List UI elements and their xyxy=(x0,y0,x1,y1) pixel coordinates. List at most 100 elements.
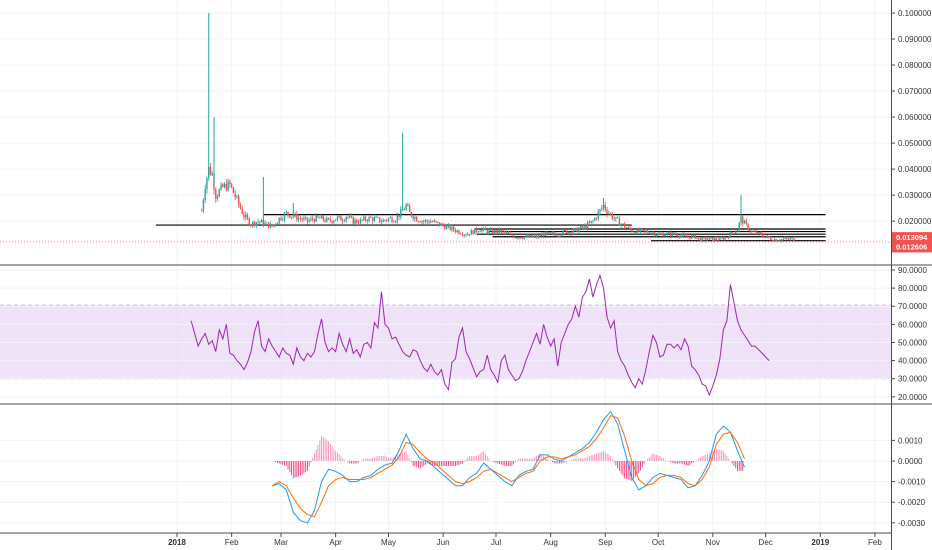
candle-body xyxy=(708,237,710,240)
candle-body xyxy=(602,205,605,209)
candle-body xyxy=(460,233,462,235)
candle-body xyxy=(285,211,287,213)
candle-body xyxy=(578,228,580,232)
macd-line xyxy=(272,410,745,524)
candle-body xyxy=(571,232,573,235)
candle-body xyxy=(752,230,755,232)
candle-body xyxy=(766,236,769,237)
candle-body xyxy=(671,232,673,237)
candle-body xyxy=(239,204,242,209)
macd-pane[interactable] xyxy=(0,410,891,524)
candle-body xyxy=(267,222,270,228)
y-tick-label: -0.0010 xyxy=(898,478,926,487)
rsi-line xyxy=(190,273,770,397)
candle-body xyxy=(498,229,501,233)
candle-body xyxy=(477,231,480,233)
price-pane[interactable] xyxy=(0,12,891,243)
candle-body xyxy=(712,237,714,241)
candle-body xyxy=(675,234,677,236)
candle-body xyxy=(731,232,733,234)
candle-body xyxy=(208,167,210,178)
candle-body xyxy=(463,234,465,236)
candle-body xyxy=(202,200,205,211)
candle-body xyxy=(378,217,381,223)
candle-body xyxy=(594,218,596,221)
candle-body xyxy=(583,225,585,228)
candle-body xyxy=(426,220,428,222)
y-tick-label: 0.090000 xyxy=(898,35,932,44)
candle-body xyxy=(296,213,298,220)
candle-body xyxy=(502,230,504,232)
candle-body xyxy=(601,208,603,210)
candle-body xyxy=(636,229,638,234)
candle-body xyxy=(609,213,612,215)
candle-body xyxy=(597,211,599,219)
macd-axis[interactable]: 0.0010 0.0000 -0.0010 -0.0020 -0.0030 xyxy=(891,436,926,528)
rsi-pane[interactable] xyxy=(0,269,891,398)
candle-body xyxy=(696,238,698,239)
candle-body xyxy=(269,223,272,228)
candle-body xyxy=(211,173,213,175)
candle-body xyxy=(650,232,652,234)
candle-body xyxy=(234,193,236,198)
candle-body xyxy=(629,227,631,230)
x-tick-label: Jul xyxy=(491,538,501,547)
candle-body xyxy=(416,217,418,222)
candle-body xyxy=(564,230,566,232)
candle-body xyxy=(512,235,515,238)
candle-body xyxy=(713,238,716,241)
candle-body xyxy=(775,239,777,241)
rsi-axis[interactable]: 90.0000 80.0000 70.0000 60.0000 50.0000 40.00… xyxy=(891,266,927,402)
candle-body xyxy=(608,213,610,215)
candle-body xyxy=(588,222,591,224)
candle-body xyxy=(726,237,728,239)
candle-body xyxy=(447,225,450,226)
candle-body xyxy=(782,239,784,240)
price-axis[interactable]: 0.100000 0.090000 0.080000 0.070000 0.060000… xyxy=(891,9,932,226)
candle-body xyxy=(719,237,721,241)
candle-body xyxy=(715,238,718,240)
candle-body xyxy=(215,189,217,199)
candle-body xyxy=(625,227,628,229)
candle-body xyxy=(428,221,430,223)
candle-body xyxy=(557,235,559,237)
time-axis[interactable]: 2018 Feb Mar Apr May Jun Jul Aug Sep Oct Nov Dec 201… xyxy=(168,533,882,547)
candle-body xyxy=(248,218,250,225)
candle-body xyxy=(320,215,323,219)
y-tick-label: 80.0000 xyxy=(898,284,927,293)
candle-body xyxy=(699,238,702,242)
candle-body xyxy=(535,235,538,238)
candle-body xyxy=(245,214,247,218)
candle-body xyxy=(417,221,420,223)
candle-body xyxy=(230,183,233,188)
candle-body xyxy=(553,232,555,235)
candle-body xyxy=(347,217,349,218)
candle-body xyxy=(615,217,617,219)
candle-body xyxy=(264,222,266,226)
candle-body xyxy=(394,221,397,223)
candle-body xyxy=(315,215,317,222)
candle-body xyxy=(419,221,421,223)
candle-body xyxy=(287,211,289,216)
candle-body xyxy=(449,225,451,230)
candle-body xyxy=(326,217,328,222)
candle-body xyxy=(682,234,684,236)
candle-body xyxy=(227,181,229,191)
candle-body xyxy=(639,229,642,232)
candle-body xyxy=(349,216,351,218)
candle-body xyxy=(740,216,742,223)
candle-body xyxy=(382,219,384,223)
candle-body xyxy=(200,210,203,212)
candle-body xyxy=(396,215,399,222)
candle-body xyxy=(722,237,725,240)
candle-body xyxy=(620,223,622,226)
candle-body xyxy=(319,217,321,219)
candle-body xyxy=(273,224,275,227)
candle-body xyxy=(253,221,256,226)
candle-body xyxy=(470,230,473,235)
candle-body xyxy=(786,238,788,239)
price-candles xyxy=(200,13,795,243)
candle-body xyxy=(669,232,672,237)
candle-body xyxy=(491,229,494,234)
